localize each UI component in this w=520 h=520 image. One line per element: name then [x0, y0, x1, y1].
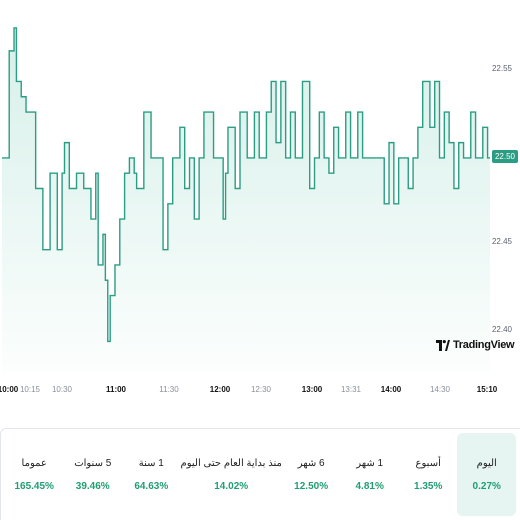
period-tab[interactable]: منذ بداية العام حتى اليوم 14.02%: [181, 433, 282, 516]
period-tab[interactable]: 6 شهر 12.50%: [282, 433, 341, 516]
x-tick-label: 11:00: [105, 385, 127, 394]
period-tab[interactable]: 1 سنة 64.63%: [122, 433, 181, 516]
x-tick-label: 11:30: [159, 385, 179, 394]
x-tick-label: 14:00: [380, 385, 402, 394]
x-tick-label: 13:00: [301, 385, 323, 394]
period-label: اليوم: [476, 457, 497, 469]
tradingview-wordmark: TradingView: [453, 339, 515, 351]
period-change-value: 64.63%: [134, 480, 169, 492]
period-tab[interactable]: عموما 165.45%: [5, 433, 64, 516]
period-tab[interactable]: 5 سنوات 39.46%: [63, 433, 122, 516]
x-tick-label: 10:15: [19, 385, 41, 394]
performance-periods: اليوم 0.27% أسبوع 1.35% 1 شهر 4.81% 6 شهر 12.50…: [0, 428, 520, 520]
period-tab[interactable]: اليوم 0.27%: [457, 433, 516, 516]
x-tick-label: 15:10: [476, 385, 498, 394]
period-label: 1 سنة: [138, 457, 164, 469]
current-price-badge: 22.50: [491, 150, 518, 163]
period-label: 5 سنوات: [74, 457, 112, 469]
tradingview-icon: [436, 339, 450, 351]
x-tick-label: 10:00: [0, 385, 19, 394]
period-change-value: 39.46%: [75, 480, 110, 492]
y-tick-label: 22.40: [491, 325, 512, 334]
period-change-value: 0.27%: [472, 480, 501, 492]
period-label: عموما: [21, 457, 47, 469]
period-change-value: 1.35%: [414, 480, 443, 492]
x-tick-label: 10:30: [51, 385, 73, 394]
x-tick-label: 14:30: [429, 385, 451, 394]
period-change-value: 14.02%: [214, 480, 249, 492]
period-label: 1 شهر: [356, 457, 384, 469]
price-line: [2, 27, 490, 343]
price-area-fill: [2, 27, 490, 372]
period-label: أسبوع: [415, 457, 441, 469]
tradingview-logo[interactable]: TradingView: [436, 339, 515, 351]
period-tab[interactable]: 1 شهر 4.81%: [340, 433, 399, 516]
x-tick-label: 13:31: [340, 385, 362, 394]
period-change-value: 165.45%: [14, 480, 54, 492]
period-label: 6 شهر: [297, 457, 325, 469]
x-tick-label: 12:00: [209, 385, 231, 394]
y-tick-label: 22.55: [491, 64, 512, 73]
period-change-value: 4.81%: [355, 480, 384, 492]
period-tab[interactable]: أسبوع 1.35%: [399, 433, 458, 516]
price-chart-svg[interactable]: [0, 0, 520, 400]
y-tick-label: 22.45: [491, 237, 512, 246]
period-change-value: 12.50%: [294, 480, 329, 492]
x-tick-label: 12:30: [250, 385, 272, 394]
period-label: منذ بداية العام حتى اليوم: [180, 457, 282, 469]
